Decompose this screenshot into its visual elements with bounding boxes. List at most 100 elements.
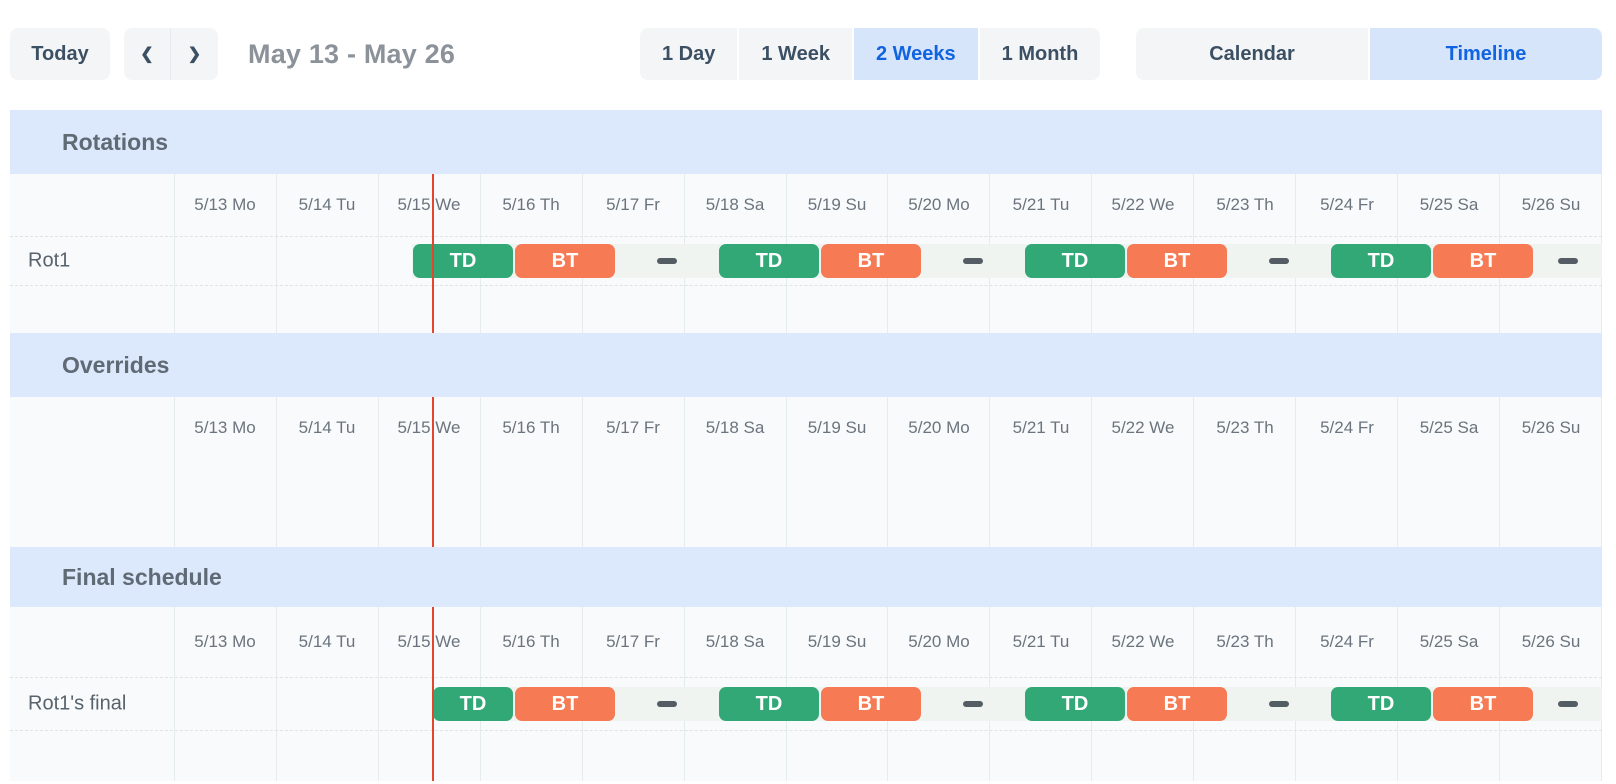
gap-dash-icon [1269, 701, 1289, 707]
gap-dash-icon [1269, 258, 1289, 264]
grid-column-line [275, 397, 378, 547]
grid-column-line [377, 174, 480, 333]
gap-dash-icon [657, 258, 677, 264]
date-nav-group: ❮ ❯ [124, 28, 218, 80]
gap-dash-icon [657, 701, 677, 707]
section-header-rotations: Rotations [10, 110, 1602, 174]
section-body-final: 5/13 Mo 5/14 Tu 5/15 We 5/16 Th 5/17 Fr 5/18 … [10, 607, 1602, 781]
grid-column-line [989, 397, 1091, 547]
range-option-2-weeks[interactable]: 2 Weeks [853, 28, 978, 80]
date-header-cell: 5/16 Th [502, 195, 560, 214]
shift-lane: TD BT TD BT TD BT TD BT [174, 237, 1602, 285]
grid-column-line [275, 607, 378, 781]
section-rotations: Rotations 5/13 Mo 5/14 Tu 5/15 We 5/16 Th 5/1… [10, 110, 1602, 333]
grid-column-line [1193, 397, 1295, 547]
date-header-cell: 5/15 We [397, 632, 461, 651]
empty-row [10, 459, 1602, 547]
date-header-cell: 5/20 Mo [908, 632, 970, 651]
grid-column-line [174, 607, 276, 781]
shift-lane: TD BT TD BT TD BT TD BT [174, 678, 1602, 730]
date-header-row: 5/13 Mo 5/14 Tu 5/15 We 5/16 Th 5/17 Fr 5/18 … [174, 607, 1602, 677]
section-final: Final schedule 5/13 Mo 5/14 Tu 5/15 We 5/16 … [10, 547, 1602, 781]
shift-bar-td[interactable]: TD [1330, 687, 1431, 721]
shift-bar-bt[interactable]: BT [515, 244, 615, 278]
date-header-cell: 5/13 Mo [194, 418, 256, 437]
shift-bar-td[interactable]: TD [718, 687, 819, 721]
date-header-cell: 5/21 Tu [1012, 632, 1070, 651]
shift-bar-td[interactable]: TD [1330, 244, 1431, 278]
date-header-cell: 5/26 Su [1521, 418, 1581, 437]
date-header-cell: 5/17 Fr [606, 632, 660, 651]
section-body-rotations: 5/13 Mo 5/14 Tu 5/15 We 5/16 Th 5/17 Fr 5/18 … [10, 174, 1602, 333]
grid-column-line [1295, 397, 1397, 547]
shift-bar-bt[interactable]: BT [1127, 687, 1227, 721]
shift-bar-bt[interactable]: BT [1432, 687, 1533, 721]
section-header-final: Final schedule [10, 547, 1602, 607]
range-option-1-week[interactable]: 1 Week [739, 28, 852, 80]
empty-row [10, 731, 1602, 781]
date-header-cell: 5/14 Tu [298, 632, 356, 651]
shift-bar-bt[interactable]: BT [1127, 244, 1227, 278]
range-option-1-month[interactable]: 1 Month [979, 28, 1101, 80]
shift-bar-bt[interactable]: BT [515, 687, 615, 721]
next-arrow-icon[interactable]: ❯ [171, 28, 218, 80]
date-range-title: May 13 - May 26 [248, 38, 456, 69]
grid-column-line [887, 397, 989, 547]
date-header-cell: 5/19 Su [807, 632, 867, 651]
grid-column-line [377, 397, 480, 547]
grid-column-line [174, 174, 276, 333]
date-header-cell: 5/21 Tu [1012, 195, 1070, 214]
grid-column-line [785, 397, 888, 547]
empty-row [10, 286, 1602, 333]
date-header-row: 5/13 Mo 5/14 Tu 5/15 We 5/16 Th 5/17 Fr 5/18 … [174, 174, 1602, 236]
current-time-line [432, 607, 435, 781]
shift-bar-td[interactable]: TD [433, 687, 513, 721]
date-header-cell: 5/16 Th [502, 418, 560, 437]
date-header-cell: 5/25 Sa [1419, 195, 1479, 214]
date-header-cell: 5/17 Fr [606, 195, 660, 214]
date-header-cell: 5/15 We [397, 418, 461, 437]
shift-bar-bt[interactable]: BT [1432, 244, 1533, 278]
grid-column-line [1498, 397, 1601, 547]
current-time-line [432, 397, 435, 547]
date-header-cell: 5/22 We [1111, 418, 1175, 437]
view-toggle-calendar[interactable]: Calendar [1136, 28, 1368, 80]
section-body-overrides: 5/13 Mo 5/14 Tu 5/15 We 5/16 Th 5/17 Fr 5/18 … [10, 397, 1602, 547]
row-label: Rot1 [28, 249, 71, 272]
date-header-cell: 5/23 Th [1216, 418, 1274, 437]
date-header-cell: 5/13 Mo [194, 195, 256, 214]
date-header-cell: 5/22 We [1111, 632, 1175, 651]
view-toggle-timeline[interactable]: Timeline [1370, 28, 1602, 80]
shift-bar-td[interactable]: TD [413, 244, 513, 278]
today-button[interactable]: Today [10, 28, 110, 80]
date-header-cell: 5/24 Fr [1320, 632, 1374, 651]
date-header-cell: 5/19 Su [807, 195, 867, 214]
schedule-row: Rot1 TD BT TD BT TD BT TD BT [10, 236, 1602, 286]
shift-bar-bt[interactable]: BT [820, 687, 921, 721]
grid-column-line [275, 174, 378, 333]
prev-arrow-icon[interactable]: ❮ [124, 28, 171, 80]
toolbar: Today ❮ ❯ May 13 - May 26 1 Day 1 Week 2 W… [0, 0, 1616, 110]
date-header-cell: 5/16 Th [502, 632, 560, 651]
grid-column-line [377, 607, 480, 781]
schedule-timeline: Rotations 5/13 Mo 5/14 Tu 5/15 We 5/16 Th 5/1… [10, 110, 1602, 781]
date-header-cell: 5/23 Th [1216, 632, 1274, 651]
row-label: Rot1's final [28, 692, 127, 715]
shift-bar-td[interactable]: TD [718, 244, 819, 278]
grid-column-line [174, 397, 276, 547]
gap-dash-icon [1557, 701, 1578, 707]
date-header-cell: 5/20 Mo [908, 195, 970, 214]
shift-bar-td[interactable]: TD [1025, 244, 1125, 278]
shift-bar-td[interactable]: TD [1025, 687, 1125, 721]
date-header-cell: 5/22 We [1111, 195, 1175, 214]
date-header-cell: 5/14 Tu [298, 418, 356, 437]
range-option-1-day[interactable]: 1 Day [640, 28, 738, 80]
date-header-row: 5/13 Mo 5/14 Tu 5/15 We 5/16 Th 5/17 Fr 5/18 … [174, 397, 1602, 459]
date-header-cell: 5/18 Sa [705, 195, 765, 214]
shift-bar-bt[interactable]: BT [820, 244, 921, 278]
date-header-cell: 5/23 Th [1216, 195, 1274, 214]
date-header-cell: 5/26 Su [1521, 632, 1581, 651]
view-switcher: Calendar Timeline [1136, 28, 1602, 80]
range-switcher: 1 Day 1 Week 2 Weeks 1 Month [640, 28, 1101, 80]
section-overrides: Overrides 5/13 Mo 5/14 Tu 5/15 We 5/16 Th 5/1… [10, 333, 1602, 547]
